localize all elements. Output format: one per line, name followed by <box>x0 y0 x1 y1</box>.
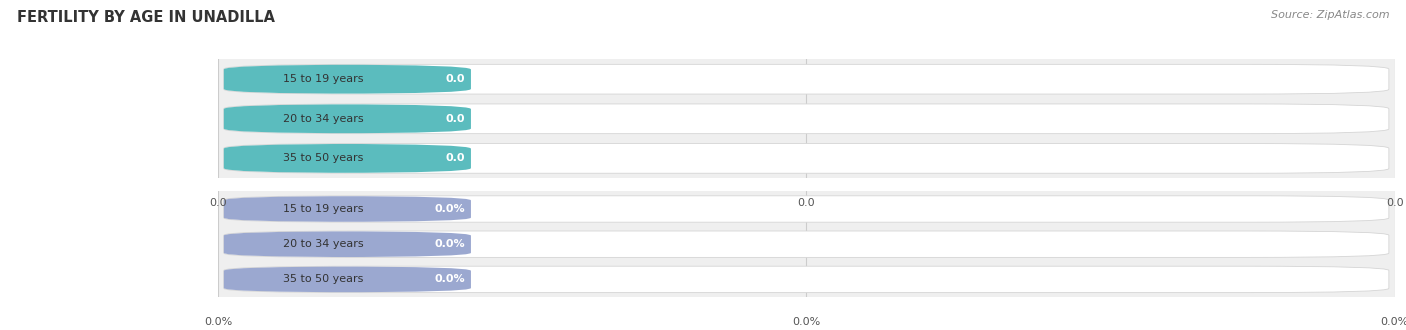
Text: 20 to 34 years: 20 to 34 years <box>283 114 363 124</box>
FancyBboxPatch shape <box>224 104 1389 134</box>
FancyBboxPatch shape <box>224 64 1389 94</box>
Text: Source: ZipAtlas.com: Source: ZipAtlas.com <box>1271 10 1389 20</box>
Text: FERTILITY BY AGE IN UNADILLA: FERTILITY BY AGE IN UNADILLA <box>17 10 274 25</box>
Text: 0.0: 0.0 <box>1386 198 1403 208</box>
Text: 20 to 34 years: 20 to 34 years <box>283 239 363 249</box>
Text: 0.0%: 0.0% <box>434 204 465 214</box>
FancyBboxPatch shape <box>224 231 1389 257</box>
FancyBboxPatch shape <box>224 104 471 133</box>
FancyBboxPatch shape <box>224 65 471 94</box>
Text: 0.0%: 0.0% <box>1381 317 1406 327</box>
FancyBboxPatch shape <box>224 144 471 173</box>
Text: 0.0%: 0.0% <box>434 275 465 284</box>
Text: 0.0: 0.0 <box>446 74 465 84</box>
FancyBboxPatch shape <box>224 266 1389 293</box>
FancyBboxPatch shape <box>224 231 471 257</box>
Text: 0.0%: 0.0% <box>204 317 232 327</box>
Text: 0.0: 0.0 <box>446 153 465 163</box>
FancyBboxPatch shape <box>224 196 471 222</box>
Text: 35 to 50 years: 35 to 50 years <box>283 275 363 284</box>
Text: 15 to 19 years: 15 to 19 years <box>283 74 363 84</box>
Text: 0.0%: 0.0% <box>792 317 821 327</box>
Text: 15 to 19 years: 15 to 19 years <box>283 204 363 214</box>
Text: 0.0: 0.0 <box>797 198 815 208</box>
Text: 35 to 50 years: 35 to 50 years <box>283 153 363 163</box>
FancyBboxPatch shape <box>224 144 1389 173</box>
Text: 0.0: 0.0 <box>209 198 226 208</box>
FancyBboxPatch shape <box>224 267 471 292</box>
Text: 0.0%: 0.0% <box>434 239 465 249</box>
Text: 0.0: 0.0 <box>446 114 465 124</box>
FancyBboxPatch shape <box>224 196 1389 222</box>
